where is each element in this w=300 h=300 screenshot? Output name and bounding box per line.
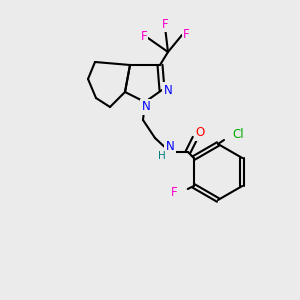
- Text: N: N: [142, 100, 150, 113]
- Text: N: N: [166, 140, 174, 154]
- Text: N: N: [164, 83, 172, 97]
- Text: H: H: [158, 151, 166, 161]
- Text: Cl: Cl: [232, 128, 244, 140]
- Text: F: F: [162, 17, 168, 31]
- Text: O: O: [195, 127, 205, 140]
- Text: F: F: [170, 187, 177, 200]
- Text: F: F: [183, 28, 189, 40]
- Text: F: F: [141, 31, 147, 44]
